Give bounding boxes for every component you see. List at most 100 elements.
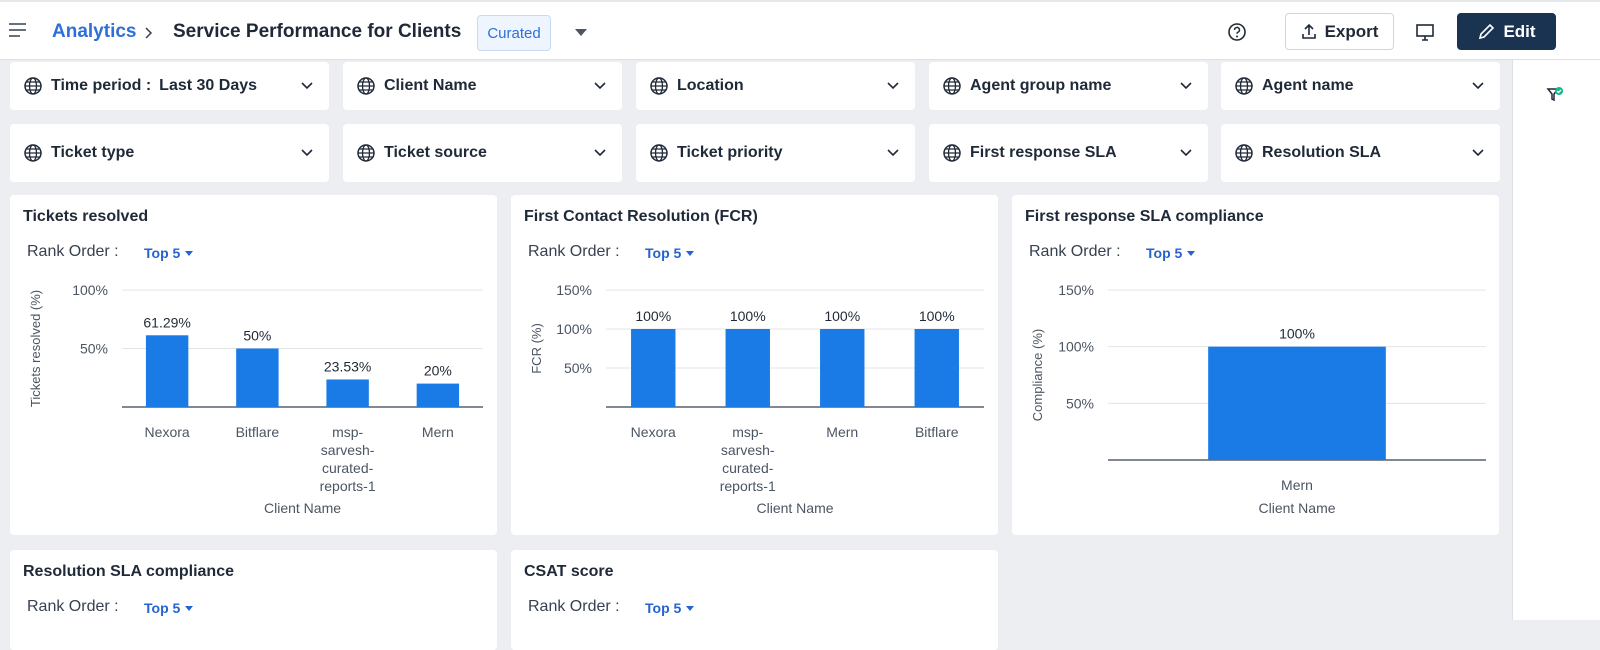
data-label: 100% [1279, 326, 1315, 342]
page-title: Service Performance for Clients [173, 21, 462, 42]
caret [686, 250, 695, 256]
x-tick-wrap: msp-sarvesh-curated-reports-1 [719, 424, 776, 494]
x-tick-label: Nexora [630, 424, 676, 440]
icon [594, 149, 606, 157]
filter-dropdown[interactable]: Resolution SLA [1221, 124, 1500, 182]
chart: 50% 100% 150% FCR (%) 100% Nexora 100% msp-sarv… [529, 282, 984, 516]
x-tick-wrap: Nexora [630, 424, 676, 440]
caret [185, 605, 194, 611]
icon [887, 82, 899, 90]
chart-panel: First Contact Resolution (FCR) Rank Order… [511, 195, 998, 535]
data-label: 100% [730, 308, 766, 324]
filter-dropdown[interactable]: Ticket type [10, 124, 329, 182]
x-axis-label: Client Name [756, 500, 833, 516]
filter-icon[interactable] [1546, 86, 1564, 104]
x-tick-label: Mern [1281, 477, 1313, 493]
filter-label: Ticket priority [677, 144, 783, 161]
bar [1208, 346, 1386, 460]
chart-panel: First response SLA compliance Rank Order … [1012, 195, 1499, 535]
icon [24, 144, 42, 162]
y-tick-label: 100% [1058, 339, 1094, 355]
filter-dropdown[interactable]: Ticket source [343, 124, 622, 182]
export-button[interactable]: Export [1285, 13, 1394, 50]
panel-title: CSAT score [524, 563, 614, 580]
data-label: 50% [243, 328, 271, 344]
y-axis-label: Compliance (%) [1030, 329, 1045, 421]
caret [686, 605, 695, 611]
breadcrumb-separator [145, 27, 153, 39]
data-label: 23.53% [324, 358, 371, 374]
edit-icon [1479, 23, 1495, 39]
rank-label: Rank Order : [27, 598, 119, 615]
x-axis-label: Client Name [264, 500, 341, 516]
badge: Curated [477, 15, 551, 51]
data-label: 100% [824, 308, 860, 324]
rank-dropdown[interactable]: Top 5 [144, 245, 194, 261]
filter-dropdown[interactable]: Location [636, 62, 915, 110]
rank-label: Rank Order : [1029, 243, 1121, 260]
y-tick-label: 100% [72, 282, 108, 298]
x-tick-wrap: Bitflare [236, 424, 280, 440]
icon [1235, 144, 1253, 162]
bar [725, 329, 770, 407]
icon [357, 144, 375, 162]
icon [1472, 82, 1484, 90]
y-tick-label: 150% [1058, 282, 1094, 298]
icon [1235, 77, 1253, 95]
x-tick-label: Bitflare [914, 424, 959, 440]
edit-button[interactable]: Edit [1457, 13, 1556, 50]
present-icon[interactable] [1415, 23, 1435, 41]
rank-dropdown[interactable]: Top 5 [645, 245, 695, 261]
filter-label: Resolution SLA [1262, 144, 1382, 161]
bar [914, 329, 959, 407]
rank-value: Top 5 [645, 600, 682, 616]
rank-dropdown[interactable]: Top 5 [645, 600, 695, 616]
y-axis-label: Tickets resolved (%) [28, 290, 43, 407]
y-tick-label: 100% [556, 321, 592, 337]
rank-value: Top 5 [144, 600, 181, 616]
chart-panel: Resolution SLA compliance Rank Order : Top… [10, 550, 497, 650]
chart: 50% 100% 150% Compliance (%) 100% Mern Client … [1030, 282, 1486, 516]
panel-title: First response SLA compliance [1025, 208, 1264, 225]
icon [594, 82, 606, 90]
breadcrumb[interactable]: Analytics [52, 21, 137, 42]
menu-icon[interactable] [8, 22, 28, 38]
filter-dropdown[interactable]: Agent group name [929, 62, 1208, 110]
x-tick-wrap: Bitflare [914, 424, 959, 440]
dropdown-icon[interactable] [574, 28, 588, 38]
filter-label: Time period : [51, 77, 152, 94]
icon [357, 77, 375, 95]
filter-dropdown[interactable]: Ticket priority [636, 124, 915, 182]
data-label: 100% [919, 308, 955, 324]
icon [943, 77, 961, 95]
filter-label: Agent name [1262, 77, 1354, 94]
rank-label: Rank Order : [27, 243, 119, 260]
help-icon[interactable] [1227, 22, 1247, 42]
filter-label: Agent group name [970, 77, 1112, 94]
icon [1180, 82, 1192, 90]
x-tick-label: Mern [421, 424, 454, 440]
data-label: 100% [635, 308, 671, 324]
bar [820, 329, 865, 407]
filter-dropdown[interactable]: Client Name [343, 62, 622, 110]
filter-label: Location [677, 77, 744, 94]
filter-dropdown[interactable]: Agent name [1221, 62, 1500, 110]
x-tick-wrap: Mern [1281, 477, 1313, 493]
x-tick-label: msp-sarvesh-curated-reports-1 [719, 424, 776, 494]
panel-title: Tickets resolved [23, 208, 149, 225]
bar [145, 335, 189, 407]
export-icon [1301, 23, 1316, 39]
panel-title: Resolution SLA compliance [23, 563, 234, 580]
filter-dropdown[interactable]: First response SLA [929, 124, 1208, 182]
filter-dropdown[interactable]: Time period : Last 30 Days [10, 62, 329, 110]
caret [1187, 250, 1196, 256]
y-tick-label: 50% [1066, 395, 1094, 411]
rank-dropdown[interactable]: Top 5 [144, 600, 194, 616]
icon [301, 149, 313, 157]
rank-dropdown[interactable]: Top 5 [1146, 245, 1196, 261]
chart-panel: Tickets resolved Rank Order : Top 5 50% 100%… [10, 195, 497, 535]
icon [301, 82, 313, 90]
filter-label: Ticket type [51, 144, 135, 161]
filter-value: Last 30 Days [159, 77, 258, 94]
rank-label: Rank Order : [528, 598, 620, 615]
